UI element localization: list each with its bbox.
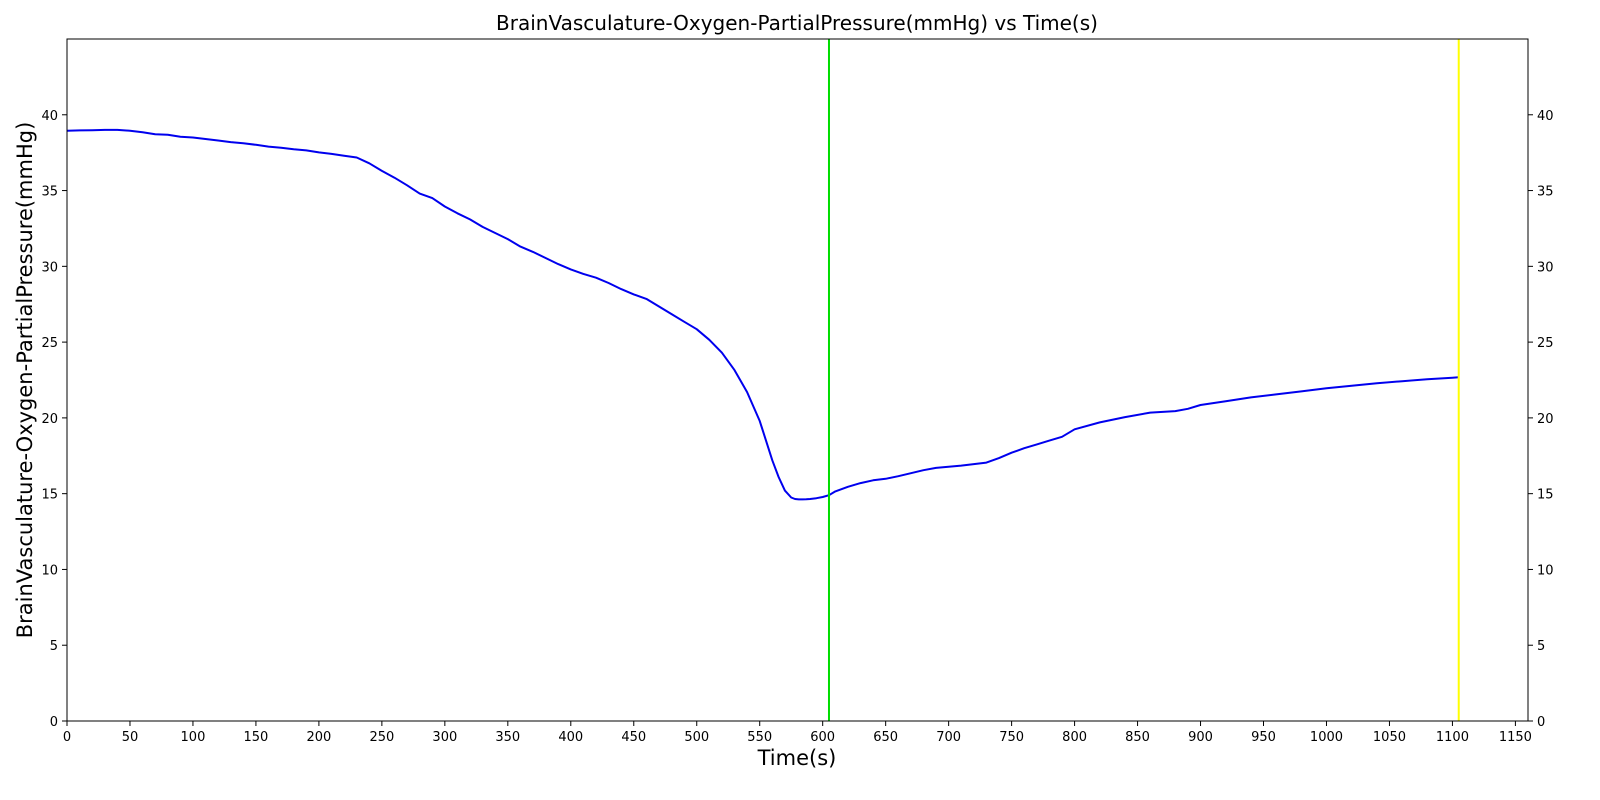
y-tick-label: 35 <box>41 185 58 200</box>
y-right-tick-label: 20 <box>1537 412 1554 427</box>
plot-frame <box>66 38 1529 722</box>
x-tick-label: 200 <box>306 730 331 745</box>
x-axis-label: Time(s) <box>757 746 837 770</box>
x-tick-label: 350 <box>495 730 520 745</box>
y-axis-left: 0 5 10 15 20 25 30 35 40 <box>41 109 67 730</box>
x-tick-label: 300 <box>432 730 457 745</box>
x-tick-label: 400 <box>558 730 583 745</box>
x-tick-label: 600 <box>810 730 835 745</box>
y-right-tick-label: 35 <box>1537 185 1554 200</box>
x-tick-label: 100 <box>181 730 206 745</box>
x-tick-label: 700 <box>936 730 961 745</box>
series-line-0 <box>66 128 1459 501</box>
x-tick-label: 1050 <box>1373 730 1406 745</box>
x-tick-label: 150 <box>244 730 269 745</box>
x-axis: 0 50 100 150 200 250 300 350 400 450 500 550 600 650 7… <box>63 721 1532 745</box>
x-tick-label: 1150 <box>1499 730 1532 745</box>
y-tick-label: 25 <box>41 336 58 351</box>
y-axis-right: 0 5 10 15 20 25 30 35 40 <box>1528 109 1554 730</box>
y-tick-label: 5 <box>50 639 58 654</box>
x-tick-label: 750 <box>999 730 1024 745</box>
y-right-tick-label: 30 <box>1537 260 1554 275</box>
plot-area <box>66 39 1460 721</box>
x-tick-label: 950 <box>1251 730 1276 745</box>
y-tick-label: 10 <box>41 563 58 578</box>
y-right-tick-label: 0 <box>1537 715 1545 730</box>
x-tick-label: 500 <box>684 730 709 745</box>
y-tick-label: 30 <box>41 260 58 275</box>
y-axis-label: BrainVasculature-Oxygen-PartialPressure(… <box>13 122 37 639</box>
y-right-tick-label: 5 <box>1537 639 1545 654</box>
y-tick-label: 40 <box>41 109 58 124</box>
x-tick-label: 850 <box>1125 730 1150 745</box>
y-right-tick-label: 15 <box>1537 488 1554 503</box>
y-tick-label: 0 <box>50 715 58 730</box>
x-tick-label: 800 <box>1062 730 1087 745</box>
y-tick-label: 20 <box>41 412 58 427</box>
x-tick-label: 250 <box>369 730 394 745</box>
x-tick-label: 900 <box>1188 730 1213 745</box>
y-right-tick-label: 25 <box>1537 336 1554 351</box>
x-tick-label: 450 <box>621 730 646 745</box>
y-tick-label: 15 <box>41 488 58 503</box>
chart-title: BrainVasculature-Oxygen-PartialPressure(… <box>496 11 1098 35</box>
y-right-tick-label: 40 <box>1537 109 1554 124</box>
x-tick-label: 1100 <box>1436 730 1469 745</box>
y-right-tick-label: 10 <box>1537 563 1554 578</box>
x-tick-label: 650 <box>873 730 898 745</box>
x-tick-label: 0 <box>63 730 71 745</box>
x-tick-label: 550 <box>747 730 772 745</box>
x-tick-label: 50 <box>122 730 139 745</box>
x-tick-label: 1000 <box>1310 730 1343 745</box>
